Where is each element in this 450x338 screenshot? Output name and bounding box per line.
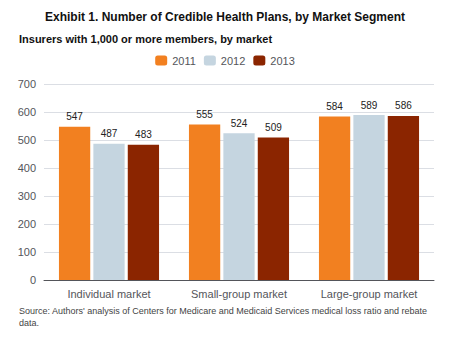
- svg-text:2012: 2012: [221, 55, 245, 67]
- svg-text:data.: data.: [19, 318, 39, 328]
- svg-text:0: 0: [30, 274, 36, 286]
- svg-text:Exhibit 1. Number of Credible: Exhibit 1. Number of Credible Health Pla…: [45, 10, 405, 24]
- svg-text:584: 584: [326, 101, 343, 112]
- svg-text:500: 500: [18, 134, 36, 146]
- svg-text:600: 600: [18, 106, 36, 118]
- svg-text:483: 483: [135, 129, 152, 140]
- svg-text:Large-group market: Large-group market: [321, 288, 418, 300]
- svg-text:200: 200: [18, 218, 36, 230]
- svg-text:509: 509: [265, 122, 282, 133]
- svg-text:400: 400: [18, 162, 36, 174]
- svg-text:589: 589: [361, 100, 378, 111]
- svg-text:555: 555: [196, 109, 213, 120]
- svg-text:Individual market: Individual market: [67, 288, 150, 300]
- svg-text:487: 487: [101, 128, 118, 139]
- svg-text:547: 547: [66, 111, 83, 122]
- svg-text:Source: Authors' analysis of C: Source: Authors' analysis of Centers for…: [19, 306, 429, 316]
- svg-text:700: 700: [18, 78, 36, 90]
- svg-text:2013: 2013: [270, 55, 294, 67]
- svg-text:586: 586: [395, 100, 412, 111]
- svg-text:2011: 2011: [172, 55, 196, 67]
- svg-text:Insurers with 1,000 or more me: Insurers with 1,000 or more members, by …: [19, 33, 272, 45]
- svg-text:Small-group market: Small-group market: [191, 288, 287, 300]
- svg-text:300: 300: [18, 190, 36, 202]
- svg-text:100: 100: [18, 246, 36, 258]
- svg-text:524: 524: [231, 118, 248, 129]
